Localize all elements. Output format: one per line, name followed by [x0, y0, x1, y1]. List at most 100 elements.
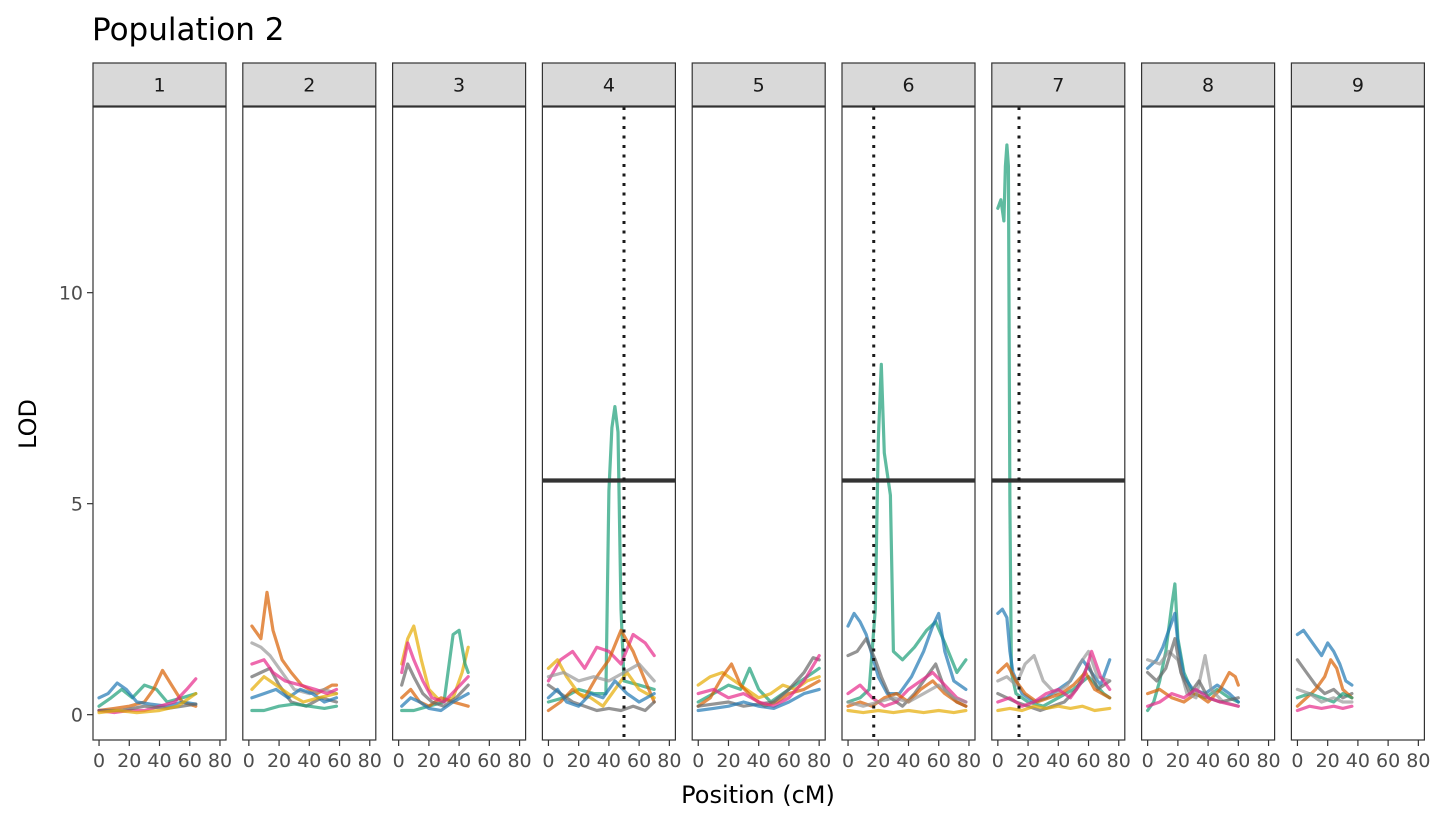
x-tick-label: 40 — [447, 750, 471, 772]
x-tick-label: 20 — [716, 750, 740, 772]
x-tick-label: 20 — [1166, 750, 1190, 772]
x-tick-label: 20 — [1316, 750, 1340, 772]
panel-background — [1291, 107, 1425, 740]
x-tick-label: 20 — [417, 750, 441, 772]
facet-strip-label: 8 — [1202, 75, 1214, 97]
x-tick-label: 60 — [1226, 750, 1250, 772]
x-tick-label: 80 — [1406, 750, 1430, 772]
x-tick-label: 60 — [1376, 750, 1400, 772]
panel-plot-area — [250, 590, 339, 713]
lod-series-line — [846, 683, 968, 708]
lod-series-line — [1146, 611, 1240, 704]
facet-strip-label: 3 — [453, 75, 465, 97]
x-tick-label: 80 — [807, 750, 831, 772]
lod-series-line — [846, 611, 968, 696]
y-axis-title: LOD — [14, 399, 42, 449]
panel-background — [542, 107, 676, 740]
x-tick-label: 20 — [1016, 750, 1040, 772]
x-tick-label: 20 — [866, 750, 890, 772]
lod-series-line — [400, 662, 470, 708]
x-tick-label: 0 — [542, 750, 554, 772]
lod-series-line — [996, 662, 1112, 704]
lod-series-line — [1295, 658, 1354, 700]
x-tick-label: 40 — [1196, 750, 1220, 772]
panel-plot-area — [400, 624, 470, 713]
lod-series-line — [546, 679, 656, 708]
panel-background — [692, 107, 826, 740]
lod-series-line — [1295, 704, 1354, 713]
lod-series-line — [97, 692, 198, 715]
x-tick-label: 80 — [1256, 750, 1280, 772]
panel-plot-area — [542, 107, 676, 740]
lod-series-line — [846, 708, 968, 715]
facet-strip-label: 4 — [603, 75, 615, 97]
lod-series-line — [250, 687, 339, 704]
lod-series-line — [996, 649, 1112, 708]
x-tick-label: 40 — [896, 750, 920, 772]
x-axis-title: Position (cM) — [681, 781, 835, 809]
facet-strip — [1140, 62, 1276, 107]
facet-strip — [92, 62, 227, 107]
lod-series-line — [846, 670, 968, 708]
panel-background — [93, 107, 226, 740]
x-tick-label: 20 — [267, 750, 291, 772]
lod-series-line — [696, 687, 821, 713]
x-tick-label: 40 — [297, 750, 321, 772]
panel-plot-area — [842, 107, 975, 740]
x-tick-label: 40 — [747, 750, 771, 772]
x-tick-label: 80 — [657, 750, 681, 772]
facet-strip — [392, 62, 527, 107]
lod-series-line — [696, 666, 821, 704]
facet-strip-label: 6 — [902, 75, 914, 97]
lod-series-line — [546, 632, 656, 683]
x-tick-label: 60 — [1076, 750, 1100, 772]
facet-strip — [691, 62, 826, 107]
x-tick-label: 0 — [393, 750, 405, 772]
x-tick-label: 40 — [1046, 750, 1070, 772]
x-tick-label: 80 — [957, 750, 981, 772]
facet-strip-label: 5 — [753, 75, 765, 97]
lod-series-line — [1146, 687, 1240, 708]
lod-series-line — [97, 681, 198, 708]
lod-series-line — [250, 702, 339, 713]
lod-series-line — [400, 641, 470, 704]
panel-background — [1141, 107, 1275, 740]
lod-series-line — [1295, 658, 1354, 708]
x-tick-label: 40 — [147, 750, 171, 772]
x-tick-label: 60 — [327, 750, 351, 772]
panel-plot-area — [696, 654, 821, 713]
x-tick-label: 80 — [208, 750, 232, 772]
lod-series-line — [996, 704, 1112, 713]
lod-series-line — [1146, 670, 1240, 704]
lod-series-line — [546, 658, 656, 708]
x-tick-label: 0 — [692, 750, 704, 772]
lod-series-line — [400, 628, 470, 713]
panel-background — [242, 107, 376, 740]
x-tick-label: 80 — [1107, 750, 1131, 772]
facet-strip-label: 7 — [1052, 75, 1064, 97]
panel-plot-area — [97, 668, 198, 715]
x-tick-label: 40 — [597, 750, 621, 772]
x-tick-label: 40 — [1346, 750, 1370, 772]
x-tick-label: 80 — [358, 750, 382, 772]
lod-series-line — [250, 675, 339, 704]
lod-series-line — [696, 654, 821, 708]
panel-background — [991, 107, 1125, 740]
lod-series-line — [1295, 628, 1354, 687]
chart-title: Population 2 — [92, 12, 284, 48]
x-tick-label: 60 — [477, 750, 501, 772]
panel-plot-area — [991, 107, 1125, 740]
x-tick-label: 60 — [178, 750, 202, 772]
facet-strip — [991, 62, 1126, 107]
facet-strip-label: 1 — [153, 75, 165, 97]
panel-background — [392, 107, 526, 740]
y-tick-label: 10 — [59, 283, 83, 305]
x-tick-label: 0 — [842, 750, 854, 772]
lod-series-line — [546, 662, 656, 683]
x-tick-label: 80 — [507, 750, 531, 772]
lod-series-line — [1295, 687, 1354, 704]
x-tick-label: 20 — [117, 750, 141, 772]
panel-plot-area — [1295, 628, 1354, 713]
